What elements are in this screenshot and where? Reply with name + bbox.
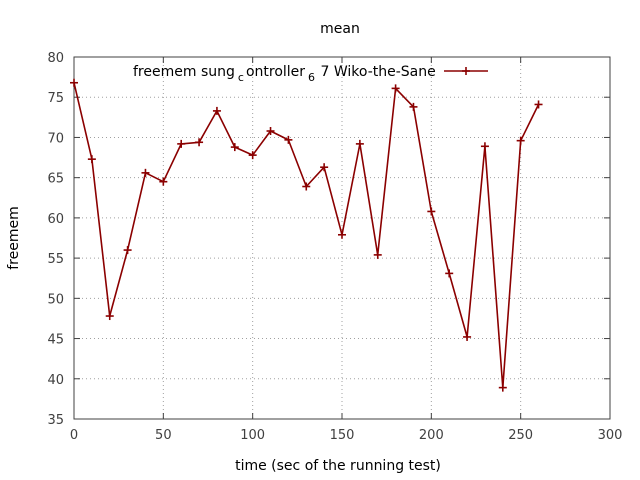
y-tick-label: 40 — [47, 373, 64, 388]
legend-label-series-1: freemem sung c ontroller 6 7 Wiko-the-Sane — [133, 64, 436, 84]
data-point — [498, 383, 507, 392]
y-tick-label: 45 — [47, 333, 64, 348]
x-tick-label: 250 — [508, 428, 533, 443]
y-tick-label: 50 — [47, 292, 64, 307]
y-tick-label: 70 — [47, 131, 64, 146]
legend-label-subscript: 6 — [308, 71, 315, 84]
x-tick-label: 0 — [70, 428, 78, 443]
plot-border — [73, 56, 611, 420]
series-line-1 — [73, 82, 540, 389]
grid — [74, 57, 610, 419]
legend-marker-series-1 — [462, 67, 470, 75]
data-point — [516, 136, 525, 145]
data-point — [409, 102, 418, 111]
x-tick-labels: 0 50 100 150 200 250 300 — [70, 428, 623, 443]
series-group — [70, 78, 543, 392]
data-point — [284, 135, 293, 144]
y-tick-label: 65 — [47, 172, 64, 187]
y-tick-label: 35 — [47, 413, 64, 428]
data-point — [445, 269, 454, 278]
data-point — [141, 168, 150, 177]
x-tick-label: 300 — [598, 428, 623, 443]
data-point — [195, 138, 204, 147]
data-point — [338, 230, 346, 239]
x-tick-label: 200 — [419, 428, 444, 443]
data-point — [123, 246, 132, 255]
data-point — [480, 142, 489, 151]
legend-label-subscript: c — [238, 71, 244, 84]
data-point — [534, 100, 543, 109]
data-point — [248, 151, 257, 160]
data-point — [159, 177, 168, 186]
data-point — [266, 127, 275, 136]
data-point — [373, 250, 382, 259]
y-tick-label: 75 — [47, 91, 64, 106]
data-point — [105, 312, 114, 321]
data-point — [302, 182, 311, 191]
data-point — [355, 139, 364, 148]
legend-label-part: 7 Wiko-the-Sane — [316, 64, 436, 80]
data-point — [463, 332, 472, 341]
chart-title: mean — [320, 21, 360, 37]
x-tick-label: 150 — [330, 428, 355, 443]
data-point — [177, 139, 186, 148]
legend-label-part: ontroller — [246, 64, 305, 80]
data-point — [391, 84, 400, 93]
y-axis-title: freemem — [6, 206, 22, 270]
data-point — [87, 155, 96, 164]
y-tick-label: 60 — [47, 212, 64, 227]
data-point — [320, 163, 329, 172]
data-point — [70, 78, 78, 87]
x-tick-label: 100 — [240, 428, 265, 443]
x-tick-label: 50 — [155, 428, 172, 443]
data-point — [427, 207, 436, 216]
data-point — [230, 143, 239, 152]
y-tick-label: 55 — [47, 252, 64, 267]
legend: freemem sung c ontroller 6 7 Wiko-the-Sane — [133, 64, 488, 84]
legend-label-part: freemem sung — [133, 64, 235, 80]
data-point — [212, 106, 221, 115]
legend-marker-cross — [462, 67, 470, 75]
y-tick-labels: 35 40 45 50 55 60 65 70 75 80 — [47, 51, 64, 428]
y-tick-label: 80 — [47, 51, 64, 66]
x-axis-title: time (sec of the running test) — [235, 458, 441, 474]
